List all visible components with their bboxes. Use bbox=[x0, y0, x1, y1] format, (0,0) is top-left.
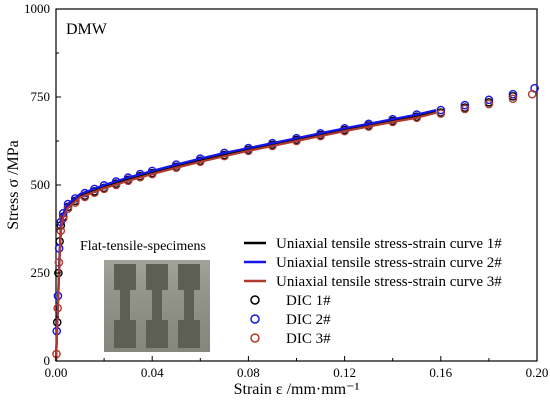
legend-item: DIC 1# bbox=[250, 293, 331, 309]
x-tick-label: 0.08 bbox=[237, 365, 260, 380]
legend-item: DIC 3# bbox=[250, 331, 331, 347]
data-point bbox=[484, 95, 494, 105]
y-tick-label: 0 bbox=[44, 353, 51, 368]
y-tick-label: 250 bbox=[31, 265, 51, 280]
y-axis-label: Stress σ /MPa bbox=[5, 140, 22, 230]
data-point bbox=[484, 99, 494, 109]
legend-label: Uniaxial tensile stress-strain curve 1# bbox=[276, 236, 502, 252]
data-point bbox=[508, 94, 518, 104]
y-tick-label: 1000 bbox=[24, 1, 50, 16]
data-point bbox=[460, 104, 470, 114]
x-tick-label: 0.16 bbox=[429, 365, 452, 380]
legend-swatch-marker bbox=[250, 333, 260, 343]
legend-item: Uniaxial tensile stress-strain curve 3# bbox=[244, 274, 502, 290]
data-point bbox=[508, 89, 518, 99]
legend-label: DIC 3# bbox=[286, 331, 331, 347]
x-tick-label: 0.12 bbox=[333, 365, 356, 380]
data-point bbox=[460, 100, 470, 110]
legend-item: Uniaxial tensile stress-strain curve 1# bbox=[244, 236, 502, 252]
specimen-3 bbox=[178, 264, 200, 348]
y-tick-label: 750 bbox=[31, 89, 51, 104]
specimen-photo-inset: Flat-tensile-specimens bbox=[80, 239, 210, 352]
y-tick-label: 500 bbox=[31, 177, 51, 192]
legend-label: DIC 2# bbox=[286, 312, 331, 328]
inset-label: Flat-tensile-specimens bbox=[80, 239, 206, 254]
series-line bbox=[54, 111, 437, 362]
data-point bbox=[527, 89, 537, 99]
data-point bbox=[436, 109, 446, 118]
legend-label: DIC 1# bbox=[286, 293, 331, 309]
legend-item: DIC 2# bbox=[250, 312, 331, 328]
specimen-photo bbox=[104, 260, 210, 352]
x-tick-label: 0.04 bbox=[141, 365, 164, 380]
x-tick-label: 0.00 bbox=[45, 365, 68, 380]
specimen-1 bbox=[114, 264, 136, 348]
legend-item: Uniaxial tensile stress-strain curve 2# bbox=[244, 255, 502, 271]
data-point bbox=[436, 105, 446, 115]
specimen-annotation: DMW bbox=[66, 21, 108, 38]
chart-axes: 0.00 0.04 0.08 0.12 0.16 0.20 0 250 500 750 1000 St… bbox=[5, 1, 548, 398]
legend-label: Uniaxial tensile stress-strain curve 2# bbox=[276, 255, 502, 271]
specimen-2 bbox=[146, 264, 168, 348]
chart-marks bbox=[52, 83, 539, 362]
x-tick-label: 0.20 bbox=[526, 365, 549, 380]
x-axis-label: Strain ε /mm·mm⁻¹ bbox=[234, 381, 360, 398]
legend: Uniaxial tensile stress-strain curve 1# U… bbox=[244, 236, 502, 347]
legend-label: Uniaxial tensile stress-strain curve 3# bbox=[276, 274, 502, 290]
legend-swatch-marker bbox=[250, 295, 260, 305]
legend-swatch-marker bbox=[250, 314, 260, 324]
